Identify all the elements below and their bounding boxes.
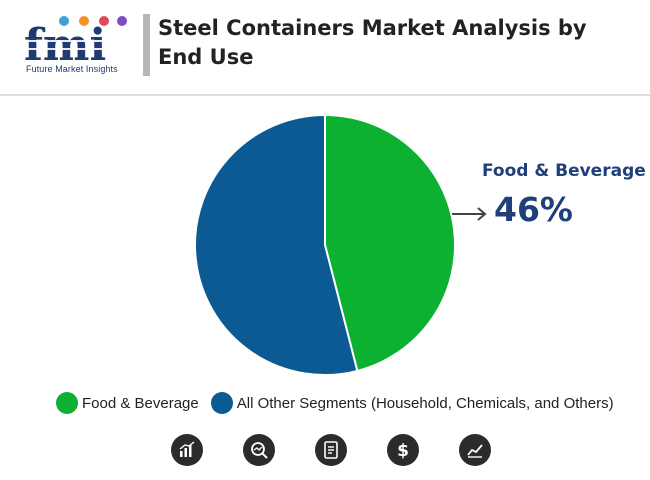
legend-swatch-other-segments <box>210 392 233 414</box>
legend-item-food-beverage: Food & Beverage <box>56 392 199 414</box>
dollar-icon: $ <box>387 434 419 466</box>
svg-text:fmi: fmi <box>24 20 106 71</box>
logo-tagline: Future Market Insights <box>26 64 118 74</box>
pie-slice-other-segments <box>194 113 359 376</box>
line-chart-icon <box>459 434 491 466</box>
legend-item-other-segments: All Other Segments (Household, Chemicals… <box>210 392 614 414</box>
page-title: Steel Containers Market Analysis by End … <box>158 16 587 69</box>
legend: Food & Beverage All Other Segments (Hous… <box>56 391 626 415</box>
legend-swatch-food-beverage <box>56 392 78 414</box>
title-accent-bar <box>143 14 150 76</box>
bar-chart-icon <box>171 434 203 466</box>
pie-slice-food-beverage <box>324 113 456 373</box>
header-divider <box>0 94 650 96</box>
svg-text:$: $ <box>397 441 409 460</box>
footer-icons: $ <box>0 434 650 474</box>
document-icon <box>315 434 347 466</box>
header: fmi Future Market Insights Steel Contain… <box>0 0 650 94</box>
search-analytics-icon <box>243 434 275 466</box>
callout-value: 46% <box>494 190 573 229</box>
callout-label: Food & Beverage <box>482 161 646 181</box>
fmi-logo: fmi <box>22 16 134 71</box>
legend-label-other-segments: All Other Segments (Household, Chemicals… <box>236 394 614 412</box>
legend-label-food-beverage: Food & Beverage <box>82 394 199 412</box>
callout-arrow <box>452 207 487 221</box>
pie-chart <box>194 113 456 376</box>
